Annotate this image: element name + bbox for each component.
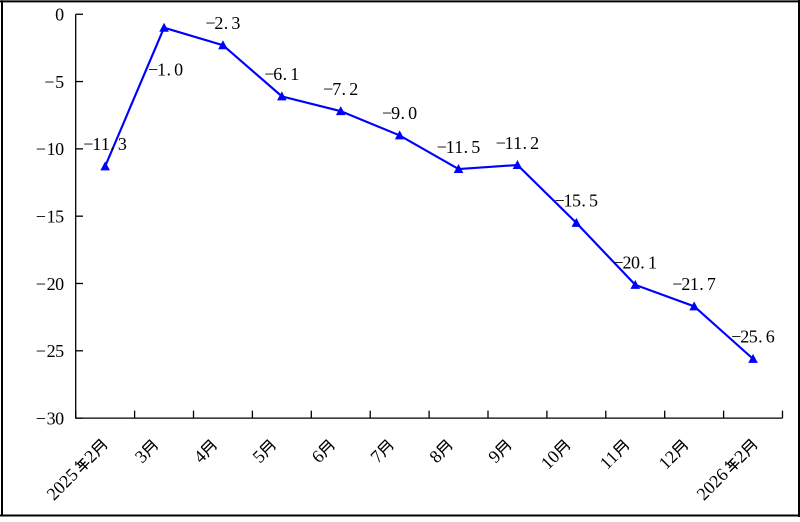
svg-text:−6.1: −6.1 [264, 64, 299, 84]
svg-text:−25.6: −25.6 [731, 327, 775, 347]
svg-text:−11.5: −11.5 [437, 137, 481, 157]
svg-text:0: 0 [55, 5, 64, 25]
svg-text:−21.7: −21.7 [672, 274, 716, 294]
svg-text:−30: −30 [36, 408, 64, 428]
svg-text:−25: −25 [36, 341, 64, 361]
svg-text:−11.2: −11.2 [496, 133, 540, 153]
svg-text:−15.5: −15.5 [554, 191, 598, 211]
svg-text:−2.3: −2.3 [205, 13, 240, 33]
svg-text:−20: −20 [36, 274, 64, 294]
svg-text:−20.1: −20.1 [613, 253, 657, 273]
svg-text:−5: −5 [44, 72, 64, 92]
svg-text:−7.2: −7.2 [323, 79, 358, 99]
svg-text:−15: −15 [36, 206, 64, 226]
svg-text:−10: −10 [36, 139, 64, 159]
svg-text:−9.0: −9.0 [382, 103, 417, 123]
svg-text:−11.3: −11.3 [83, 134, 127, 154]
svg-text:−1.0: −1.0 [148, 60, 183, 80]
